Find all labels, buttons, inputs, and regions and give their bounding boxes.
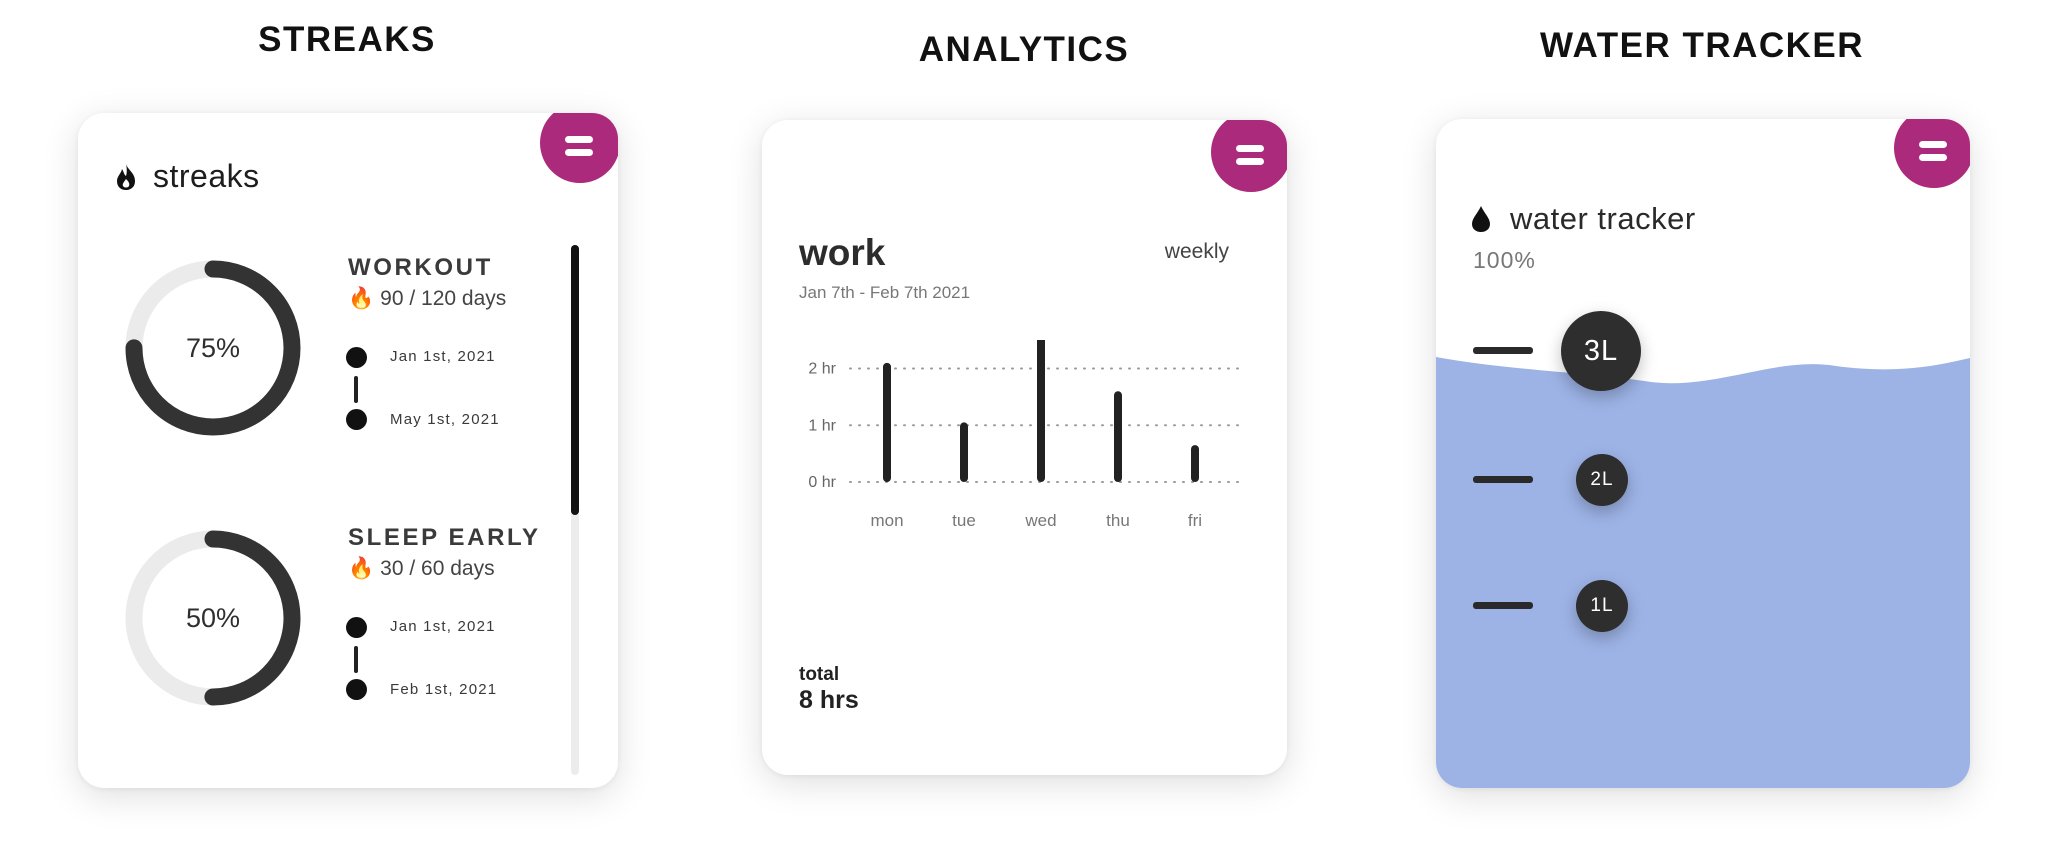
level-badge-2l[interactable]: 2L (1576, 454, 1628, 506)
water-fill (1436, 357, 1970, 788)
analytics-menu-button[interactable] (1211, 120, 1287, 192)
water-tracker-header: water tracker (1470, 201, 1696, 237)
x-tick-label-mon: mon (870, 511, 903, 530)
y-tick-label: 2 hr (808, 361, 836, 378)
sleep-early-days-label: 30 / 60 days (380, 557, 495, 580)
total-value: 8 hrs (799, 686, 859, 714)
sleep-early-end-dot (346, 679, 367, 700)
water-menu-button[interactable] (1894, 119, 1970, 188)
streaks-heading: STREAKS (258, 20, 436, 59)
streaks-menu-button[interactable] (540, 113, 618, 183)
streaks-title: streaks (153, 158, 260, 194)
y-tick-label: 0 hr (808, 474, 836, 491)
sleep-early-percent: 50% (185, 602, 241, 633)
workout-timeline-line (354, 376, 358, 403)
menu-icon (565, 136, 593, 143)
menu-icon-bar (565, 149, 593, 156)
y-tick-label: 1 hr (808, 417, 836, 434)
level-badge-3l[interactable]: 3L (1561, 311, 1641, 391)
sleep-early-days: 🔥 30 / 60 days (348, 557, 495, 581)
analytics-title: work (799, 232, 886, 273)
level-tick-1l (1473, 602, 1533, 609)
level-tick-2l (1473, 476, 1533, 483)
sleep-early-name: SLEEP EARLY (348, 524, 541, 551)
water-tracker-heading: WATER TRACKER (1539, 26, 1865, 65)
flame-icon (117, 163, 135, 190)
streaks-card: streaks 75% WORKOUT 🔥 90 / 120 days Jan … (78, 113, 618, 788)
x-tick-label-thu: thu (1106, 511, 1130, 530)
sleep-early-start-date: Jan 1st, 2021 (390, 618, 496, 635)
water-tracker-title: water tracker (1510, 201, 1696, 236)
bar-wed (1037, 340, 1045, 482)
workout-start-dot (346, 347, 367, 368)
analytics-card: work Jan 7th - Feb 7th 2021 weekly 0 hr 1… (762, 120, 1287, 775)
menu-icon-bar (1236, 158, 1264, 165)
analytics-heading: ANALYTICS (918, 30, 1130, 69)
sleep-early-timeline-line (354, 646, 358, 673)
menu-icon (1236, 145, 1264, 152)
fire-emoji-icon: 🔥 (348, 287, 375, 310)
sleep-early-start-dot (346, 617, 367, 638)
water-percent: 100% (1473, 247, 1536, 273)
menu-icon-bar (1919, 154, 1947, 161)
bar-thu (1114, 391, 1122, 482)
workout-end-date: May 1st, 2021 (390, 411, 500, 428)
workout-start-date: Jan 1st, 2021 (390, 348, 496, 365)
bar-tue (960, 422, 968, 482)
x-tick-label-tue: tue (952, 511, 976, 530)
sleep-early-end-date: Feb 1st, 2021 (390, 681, 498, 698)
fire-emoji-icon: 🔥 (348, 557, 375, 580)
period-selector[interactable]: weekly (1164, 240, 1229, 263)
workout-days: 🔥 90 / 120 days (348, 287, 506, 311)
analytics-date-range: Jan 7th - Feb 7th 2021 (799, 283, 971, 302)
workout-days-label: 90 / 120 days (380, 287, 507, 310)
x-tick-label-wed: wed (1024, 511, 1056, 530)
bar-mon (883, 362, 891, 482)
workout-name: WORKOUT (348, 254, 493, 281)
droplet-icon (1472, 206, 1490, 232)
total-label: total (799, 664, 840, 685)
workout-percent: 75% (185, 332, 241, 363)
workout-end-dot (346, 409, 367, 430)
menu-icon (1919, 141, 1947, 148)
level-badge-1l[interactable]: 1L (1576, 580, 1628, 632)
sleep-early-progress-ring: 50% (118, 523, 308, 713)
level-tick-3l (1473, 347, 1533, 354)
x-tick-label-fri: fri (1188, 511, 1202, 530)
workout-progress-ring: 75% (118, 253, 308, 443)
water-tracker-card: water tracker 100% 3L 2L 1L (1436, 119, 1970, 788)
streaks-header: streaks (115, 158, 260, 195)
streaks-scrollbar-thumb[interactable] (571, 245, 579, 515)
bar-fri (1191, 445, 1199, 482)
